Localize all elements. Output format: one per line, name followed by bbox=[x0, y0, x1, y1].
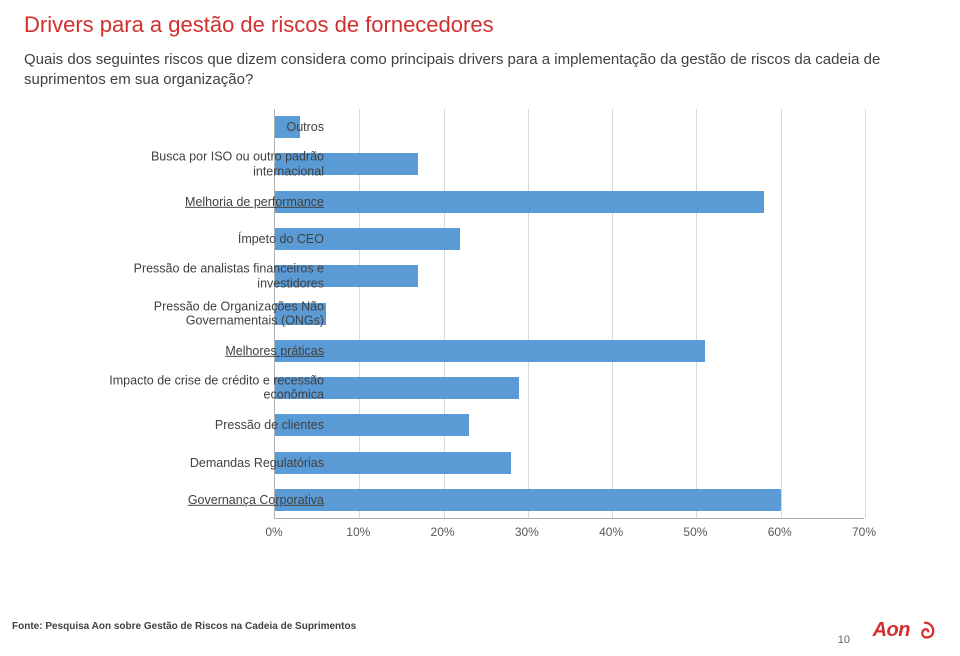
x-axis-tick: 50% bbox=[683, 525, 707, 539]
x-axis-tick: 30% bbox=[515, 525, 539, 539]
page-number: 10 bbox=[838, 634, 850, 646]
page-title: Drivers para a gestão de riscos de forne… bbox=[24, 12, 936, 38]
x-axis-tick: 60% bbox=[768, 525, 792, 539]
bar-row bbox=[275, 191, 865, 213]
y-axis-label: Melhoria de performance bbox=[84, 194, 324, 208]
y-axis-label: Governança Corporativa bbox=[84, 493, 324, 507]
source-footnote: Fonte: Pesquisa Aon sobre Gestão de Risc… bbox=[12, 621, 356, 632]
bar-row bbox=[275, 265, 865, 287]
drivers-bar-chart: 0% 10% 20% 30% 40% 50% 60% 70% Outros Busca por I… bbox=[24, 109, 924, 549]
y-axis-label: Outros bbox=[84, 120, 324, 134]
bar-row bbox=[275, 489, 865, 511]
y-axis-label: Pressão de analistas financeiros e inves… bbox=[84, 262, 324, 291]
bar-row bbox=[275, 228, 865, 250]
bar-row bbox=[275, 340, 865, 362]
x-axis-tick: 20% bbox=[431, 525, 455, 539]
bar-row bbox=[275, 414, 865, 436]
bar-row bbox=[275, 303, 865, 325]
chart-plot-area bbox=[274, 109, 864, 519]
y-axis-label: Melhores práticas bbox=[84, 344, 324, 358]
aon-logo-icon bbox=[914, 620, 936, 642]
aon-logo: Aon bbox=[873, 619, 936, 642]
bar bbox=[275, 489, 781, 511]
bar bbox=[275, 340, 705, 362]
x-axis-tick: 70% bbox=[852, 525, 876, 539]
y-axis-label: Pressão de clientes bbox=[84, 418, 324, 432]
x-axis-tick: 40% bbox=[599, 525, 623, 539]
bar-row bbox=[275, 153, 865, 175]
bar-row bbox=[275, 452, 865, 474]
y-axis-label: Impacto de crise de crédito e recessão e… bbox=[84, 374, 324, 403]
y-axis-label: Demandas Regulatórias bbox=[84, 455, 324, 469]
grid-line bbox=[865, 109, 866, 518]
bar-row bbox=[275, 377, 865, 399]
y-axis-label: Busca por ISO ou outro padrão internacio… bbox=[84, 150, 324, 179]
bar-row bbox=[275, 116, 865, 138]
page-subtitle: Quais dos seguintes riscos que dizem con… bbox=[24, 50, 884, 91]
bar bbox=[275, 191, 764, 213]
y-axis-label: Pressão de Organizações Não Governamenta… bbox=[84, 299, 324, 328]
aon-logo-text: Aon bbox=[873, 619, 910, 642]
x-axis-tick: 10% bbox=[346, 525, 370, 539]
y-axis-label: Ímpeto do CEO bbox=[84, 232, 324, 246]
x-axis-tick: 0% bbox=[265, 525, 282, 539]
